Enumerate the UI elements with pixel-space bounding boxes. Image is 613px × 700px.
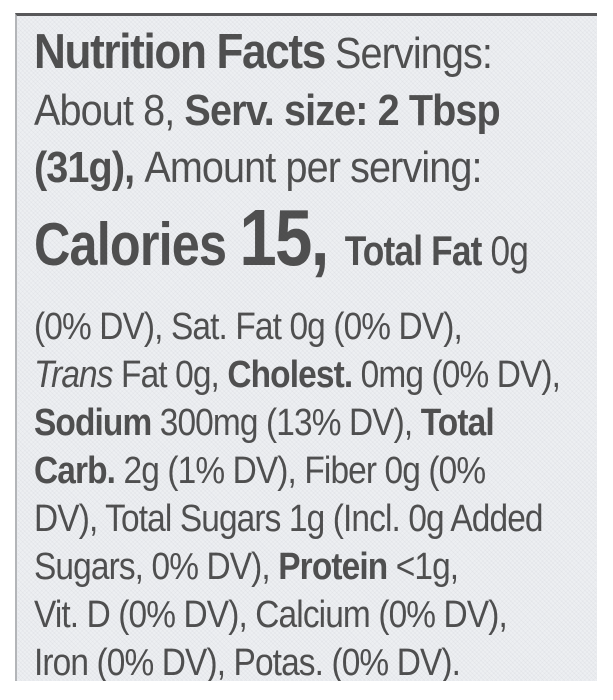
header-line-amount-per-serving: (31g), Amount per serving: [34,139,541,196]
iron-potassium-line: Iron (0% DV), Potas. (0% DV). [34,639,529,681]
amount-per-serving-label: Amount per serving: [144,143,482,192]
calories-value: 15, [239,193,345,282]
added-sugars-value: Sugars, 0% DV), [34,546,279,588]
carb-fiber-values: 2g (1% DV), Fiber 0g (0% [115,450,486,492]
sodium-label: Sodium [34,402,152,444]
sodium-value: 300mg (13% DV), [151,402,421,444]
servings-value: About 8, [34,86,185,135]
total-carb-label-start: Total [420,402,495,444]
sodium-line: Sodium 300mg (13% DV), Total [34,399,529,447]
total-sugars-line: DV), Total Sugars 1g (Incl. 0g Added [34,495,544,543]
added-sugars-protein-line: Sugars, 0% DV), Protein <1g, [34,543,529,591]
total-carb-label-end: Carb. [34,450,116,492]
nutrition-facts-title: Nutrition Facts [34,25,326,79]
cholesterol-value: 0mg (0% DV), [352,354,561,396]
nutrition-label: Nutrition Facts Servings: About 8, Serv.… [15,13,597,681]
sat-fat-text: (0% DV), Sat. Fat 0g (0% DV), [34,306,463,348]
serving-size-label: Serv. size: 2 Tbsp [184,86,500,135]
header-line-servings: Nutrition Facts Servings: [34,24,541,82]
serving-size-weight: (31g), [34,143,145,192]
cholesterol-label: Cholest. [227,354,353,396]
servings-label: Servings: [324,29,493,78]
calories-label: Calories [34,211,240,278]
carb-fiber-line: Carb. 2g (1% DV), Fiber 0g (0% [34,447,529,495]
calories-total-fat-line: Calories 15, Total Fat 0g [34,193,529,303]
total-fat-label: Total Fat [344,227,491,274]
protein-value: <1g, [387,546,459,588]
vitamin-d-calcium-line: Vit. D (0% DV), Calcium (0% DV), [34,591,529,639]
total-fat-value: 0g [490,227,529,274]
trans-fat-cholesterol-line: Trans Fat 0g, Cholest. 0mg (0% DV), [34,351,561,399]
header-line-serving-size: About 8, Serv. size: 2 Tbsp [34,82,541,139]
trans-fat-italic: Trans [34,354,113,396]
vitamin-d-calcium-text: Vit. D (0% DV), Calcium (0% DV), [34,594,508,636]
protein-label: Protein [278,546,388,588]
total-sugars-text: DV), Total Sugars 1g (Incl. 0g Added [34,498,544,540]
iron-potassium-text: Iron (0% DV), Potas. (0% DV). [34,642,461,681]
sat-fat-line: (0% DV), Sat. Fat 0g (0% DV), [34,303,529,351]
trans-fat-value: Fat 0g, [112,354,228,396]
